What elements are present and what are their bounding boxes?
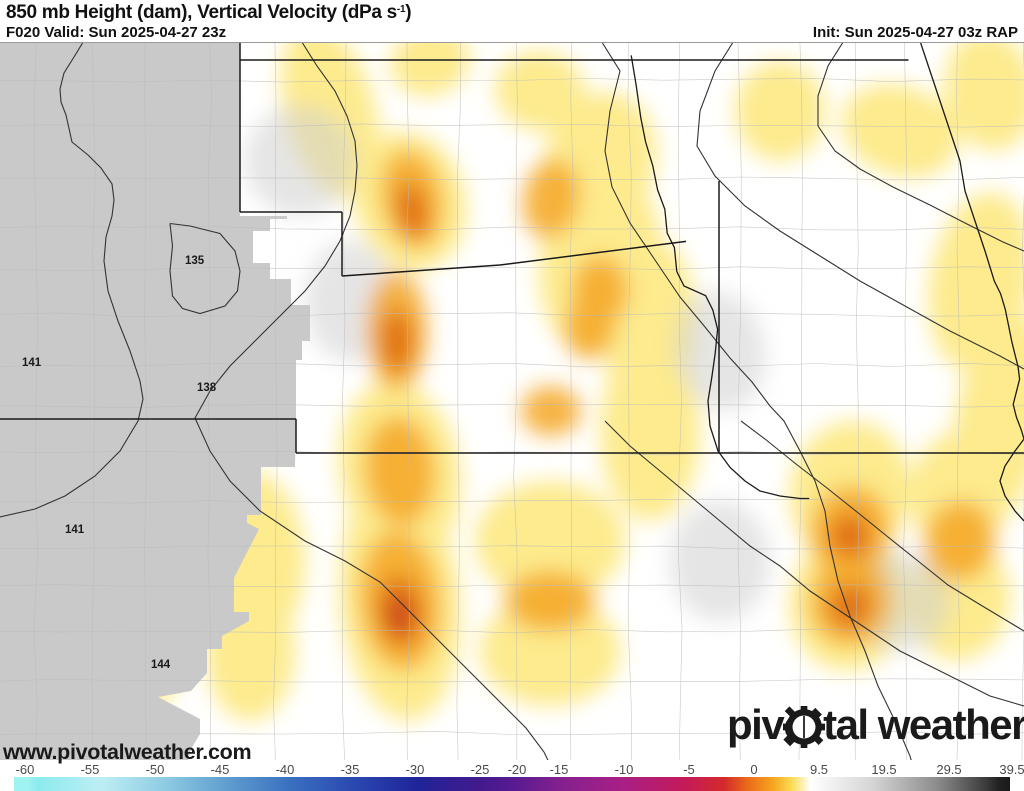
- svg-text:138: 138: [197, 382, 217, 394]
- svg-text:135: 135: [185, 255, 205, 267]
- svg-text:141: 141: [65, 524, 85, 536]
- svg-text:141: 141: [22, 357, 42, 369]
- svg-text:144: 144: [151, 659, 171, 671]
